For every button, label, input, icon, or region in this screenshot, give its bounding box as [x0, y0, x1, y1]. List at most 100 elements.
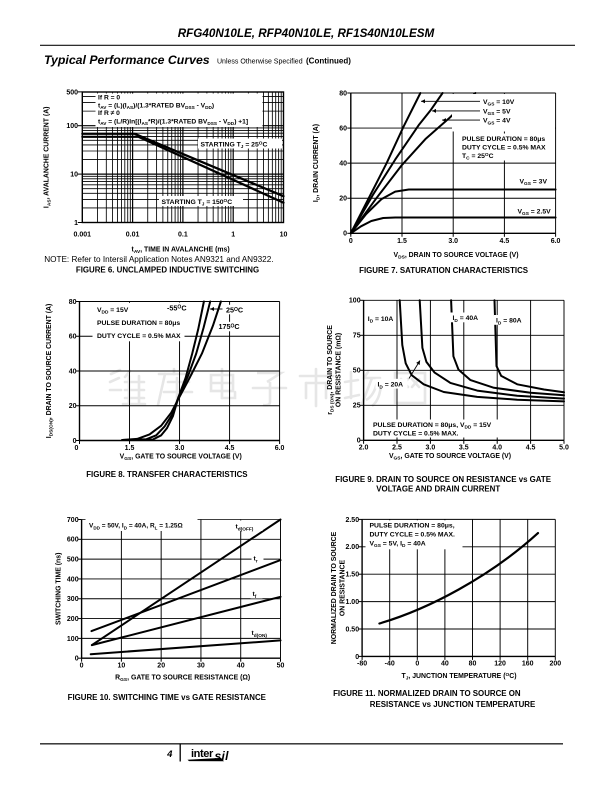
- svg-text:60: 60: [339, 126, 347, 133]
- svg-text:0.001: 0.001: [74, 232, 92, 239]
- svg-text:30: 30: [197, 663, 205, 670]
- svg-text:1: 1: [74, 220, 78, 227]
- svg-text:2.5: 2.5: [392, 445, 402, 452]
- svg-text:DUTY CYCLE = 0.5% MAX: DUTY CYCLE = 0.5% MAX: [462, 145, 546, 152]
- svg-text:ID​ = 40A: ID​ = 40A: [453, 315, 479, 324]
- svg-text:PULSE DURATION = 80μs, VDD​ =: PULSE DURATION = 80μs, VDD​ = 15V: [373, 422, 492, 431]
- svg-text:200: 200: [67, 616, 79, 623]
- svg-text:VGS​ = 2.5V: VGS​ = 2.5V: [518, 208, 552, 217]
- svg-text:200: 200: [549, 661, 561, 668]
- svg-text:0: 0: [357, 438, 361, 445]
- svg-text:RGS​, GATE TO SOURCE RESISTANC: RGS​, GATE TO SOURCE RESISTANCE (Ω): [115, 674, 250, 683]
- svg-text:(Continued): (Continued): [306, 57, 351, 66]
- svg-text:50: 50: [353, 368, 361, 375]
- svg-text:0.1: 0.1: [178, 232, 188, 239]
- svg-text:3.5: 3.5: [459, 445, 469, 452]
- svg-text:4.0: 4.0: [492, 445, 502, 452]
- svg-text:ID​ = 20A: ID​ = 20A: [378, 382, 404, 391]
- svg-text:2.0: 2.0: [359, 445, 369, 452]
- svg-text:PULSE DURATION = 80μs: PULSE DURATION = 80μs: [97, 320, 180, 327]
- svg-text:1.00: 1.00: [345, 599, 359, 606]
- svg-text:3.0: 3.0: [175, 445, 185, 452]
- svg-text:0: 0: [415, 661, 419, 668]
- svg-text:TJ​, JUNCTION TEMPERATURE (O​C: TJ​, JUNCTION TEMPERATURE (O​C): [401, 672, 516, 681]
- svg-text:25O​C: 25O​C: [226, 306, 243, 315]
- svg-text:tAV​, TIME IN AVALANCHE (ms): tAV​, TIME IN AVALANCHE (ms): [132, 247, 230, 256]
- svg-text:PULSE DURATION = 80μs: PULSE DURATION = 80μs: [462, 136, 545, 143]
- svg-text:tAV​ = (L/R)ln[(IAS​*R)/(1.3*R: tAV​ = (L/R)ln[(IAS​*R)/(1.3*RATED BVDSS…: [98, 118, 248, 126]
- svg-text:DUTY CYCLE = 0.5% MAX: DUTY CYCLE = 0.5% MAX: [97, 333, 181, 340]
- svg-text:ON RESISTANCE (mΩ): ON RESISTANCE (mΩ): [336, 333, 343, 407]
- svg-text:80: 80: [339, 90, 347, 97]
- svg-text:Typical Performance Curves: Typical Performance Curves: [44, 53, 210, 67]
- svg-text:VDS​, DRAIN TO SOURCE VOLTAGE: VDS​, DRAIN TO SOURCE VOLTAGE (V): [393, 252, 518, 261]
- svg-text:120: 120: [494, 661, 506, 668]
- svg-text:500: 500: [66, 89, 78, 96]
- svg-text:VGS​, GATE TO SOURCE VOLTAGE (: VGS​, GATE TO SOURCE VOLTAGE (V): [389, 453, 511, 462]
- svg-text:4.5: 4.5: [500, 238, 510, 245]
- svg-text:100: 100: [66, 123, 78, 130]
- svg-text:20: 20: [339, 196, 347, 203]
- svg-text:0: 0: [75, 445, 79, 452]
- svg-text:DUTY CYCLE = 0.5% MAX.: DUTY CYCLE = 0.5% MAX.: [370, 532, 456, 539]
- svg-text:FIGURE 9. DRAIN TO SOURCE ON: FIGURE 9. DRAIN TO SOURCE ON RESISTANCE …: [335, 475, 551, 484]
- svg-text:If R = 0: If R = 0: [98, 95, 120, 102]
- svg-text:0.01: 0.01: [126, 232, 140, 239]
- svg-text:20: 20: [69, 403, 77, 410]
- svg-text:1.50: 1.50: [345, 572, 359, 579]
- svg-text:PULSE DURATION = 80μs,: PULSE DURATION = 80μs,: [370, 523, 455, 530]
- svg-text:VGS​ = 10V: VGS​ = 10V: [483, 99, 515, 108]
- svg-text:0: 0: [355, 654, 359, 661]
- svg-text:75: 75: [353, 333, 361, 340]
- svg-text:VGS​ = 3V: VGS​ = 3V: [520, 178, 548, 187]
- svg-text:10: 10: [280, 232, 288, 239]
- svg-text:1.5: 1.5: [125, 445, 135, 452]
- svg-text:2.50: 2.50: [345, 517, 359, 524]
- svg-text:40: 40: [69, 368, 77, 375]
- svg-text:VDD​ = 15V: VDD​ = 15V: [97, 307, 129, 316]
- svg-text:3.0: 3.0: [426, 445, 436, 452]
- svg-text:80: 80: [69, 299, 77, 306]
- svg-text:inter: inter: [191, 748, 214, 760]
- svg-text:If R ≠ 0: If R ≠ 0: [98, 110, 120, 117]
- svg-text:RESISTANCE vs JUNCTION TEMPERA: RESISTANCE vs JUNCTION TEMPERATURE: [370, 700, 535, 709]
- svg-text:40: 40: [441, 661, 449, 668]
- svg-text:400: 400: [67, 576, 79, 583]
- svg-text:175O​C: 175O​C: [219, 322, 240, 331]
- svg-text:VDD​ = 50V, ID​ = 40A, RL​ = 1: VDD​ = 50V, ID​ = 40A, RL​ = 1.25Ω: [89, 523, 183, 531]
- svg-text:4.5: 4.5: [225, 445, 235, 452]
- svg-text:NORMALIZED DRAIN TO SOURCE: NORMALIZED DRAIN TO SOURCE: [331, 531, 338, 644]
- svg-text:tr​: tr​: [254, 556, 258, 565]
- svg-text:FIGURE 6. UNCLAMPED INDUCTIVE: FIGURE 6. UNCLAMPED INDUCTIVE SWITCHING: [76, 266, 259, 275]
- svg-text:NOTE: Refer to Intersil Appli: NOTE: Refer to Intersil Application Note…: [44, 255, 273, 264]
- svg-text:20: 20: [157, 663, 165, 670]
- svg-text:160: 160: [522, 661, 534, 668]
- svg-text:TC​ = 25O​C: TC​ = 25O​C: [462, 152, 494, 161]
- svg-text:-55O​C: -55O​C: [167, 303, 187, 312]
- svg-text:25: 25: [353, 403, 361, 410]
- svg-text:80: 80: [469, 661, 477, 668]
- svg-text:ID​, DRAIN CURRENT (A): ID​, DRAIN CURRENT (A): [313, 124, 322, 202]
- svg-text:600: 600: [67, 537, 79, 544]
- svg-text:6.0: 6.0: [275, 445, 285, 452]
- svg-text:ID​ = 80A: ID​ = 80A: [496, 318, 522, 327]
- svg-text:VGS​ = 5V: VGS​ = 5V: [483, 109, 511, 118]
- svg-text:300: 300: [67, 596, 79, 603]
- svg-text:4: 4: [166, 749, 173, 760]
- svg-text:700: 700: [67, 517, 79, 524]
- svg-text:-40: -40: [385, 661, 395, 668]
- svg-text:0: 0: [343, 231, 347, 238]
- svg-text:3.0: 3.0: [448, 238, 458, 245]
- svg-text:100: 100: [349, 298, 361, 305]
- svg-text:1: 1: [231, 232, 235, 239]
- svg-text:4.5: 4.5: [526, 445, 536, 452]
- svg-text:VGS​ = 5V, ID​ = 40A: VGS​ = 5V, ID​ = 40A: [370, 541, 426, 550]
- svg-text:0.50: 0.50: [345, 626, 359, 633]
- svg-text:VOLTAGE AND DRAIN CURRENT: VOLTAGE AND DRAIN CURRENT: [376, 484, 500, 493]
- svg-text:td(ON)​: td(ON)​: [252, 630, 268, 639]
- svg-text:6.0: 6.0: [551, 238, 561, 245]
- svg-text:60: 60: [69, 334, 77, 341]
- svg-text:0: 0: [80, 663, 84, 670]
- svg-text:FIGURE 10. SWITCHING TIME vs: FIGURE 10. SWITCHING TIME vs GATE RESIST…: [68, 693, 266, 702]
- svg-text:rDS (ON)​, DRAIN TO SOURCE: rDS (ON)​, DRAIN TO SOURCE: [327, 325, 336, 415]
